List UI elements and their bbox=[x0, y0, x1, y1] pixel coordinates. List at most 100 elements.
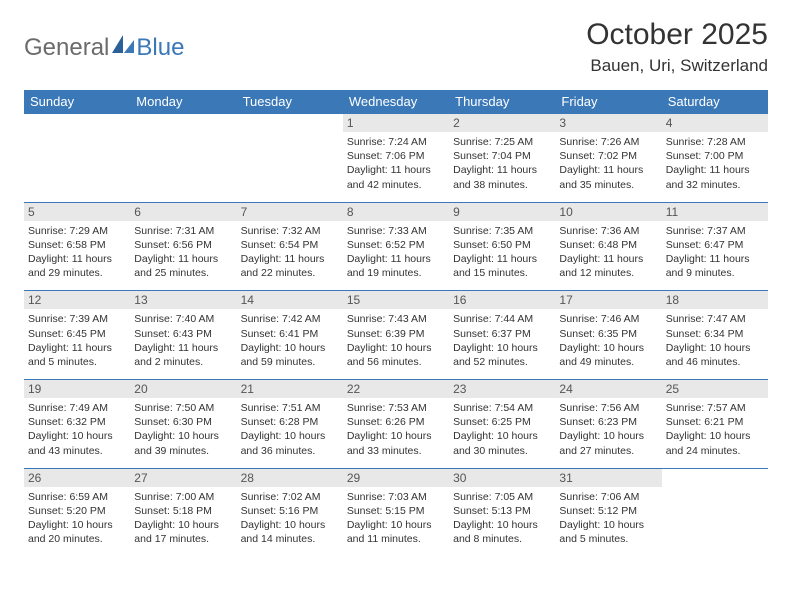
sunset-line: Sunset: 6:58 PM bbox=[28, 238, 126, 252]
day-cell bbox=[130, 114, 236, 203]
day-number: 11 bbox=[662, 203, 768, 221]
day-cell: 9Sunrise: 7:35 AMSunset: 6:50 PMDaylight… bbox=[449, 202, 555, 291]
day-info: Sunrise: 7:57 AMSunset: 6:21 PMDaylight:… bbox=[666, 401, 764, 458]
sunset-line: Sunset: 6:54 PM bbox=[241, 238, 339, 252]
daylight-line: Daylight: 10 hours and 39 minutes. bbox=[134, 429, 232, 457]
day-number: 24 bbox=[555, 380, 661, 398]
daylight-line: Daylight: 11 hours and 29 minutes. bbox=[28, 252, 126, 280]
day-info: Sunrise: 7:43 AMSunset: 6:39 PMDaylight:… bbox=[347, 312, 445, 369]
day-number: 29 bbox=[343, 469, 449, 487]
sunset-line: Sunset: 5:15 PM bbox=[347, 504, 445, 518]
sunset-line: Sunset: 6:39 PM bbox=[347, 327, 445, 341]
daylight-line: Daylight: 11 hours and 38 minutes. bbox=[453, 163, 551, 191]
sunset-line: Sunset: 6:34 PM bbox=[666, 327, 764, 341]
day-cell bbox=[662, 468, 768, 556]
sunrise-line: Sunrise: 7:35 AM bbox=[453, 224, 551, 238]
sunrise-line: Sunrise: 7:24 AM bbox=[347, 135, 445, 149]
day-number: 25 bbox=[662, 380, 768, 398]
day-info: Sunrise: 7:24 AMSunset: 7:06 PMDaylight:… bbox=[347, 135, 445, 192]
day-cell: 6Sunrise: 7:31 AMSunset: 6:56 PMDaylight… bbox=[130, 202, 236, 291]
title-block: October 2025 Bauen, Uri, Switzerland bbox=[586, 18, 768, 76]
day-cell: 3Sunrise: 7:26 AMSunset: 7:02 PMDaylight… bbox=[555, 114, 661, 203]
daylight-line: Daylight: 11 hours and 32 minutes. bbox=[666, 163, 764, 191]
week-row: 26Sunrise: 6:59 AMSunset: 5:20 PMDayligh… bbox=[24, 468, 768, 556]
day-info: Sunrise: 7:50 AMSunset: 6:30 PMDaylight:… bbox=[134, 401, 232, 458]
header: General Blue October 2025 Bauen, Uri, Sw… bbox=[24, 18, 768, 76]
daylight-line: Daylight: 10 hours and 5 minutes. bbox=[559, 518, 657, 546]
sunset-line: Sunset: 6:41 PM bbox=[241, 327, 339, 341]
day-number: 4 bbox=[662, 114, 768, 132]
day-cell: 25 Sunrise: 7:57 AMSunset: 6:21 PMDayligh… bbox=[662, 380, 768, 469]
sunset-line: Sunset: 7:00 PM bbox=[666, 149, 764, 163]
day-cell: 13 Sunrise: 7:40 AMSunset: 6:43 PMDayligh… bbox=[130, 291, 236, 380]
daylight-line: Daylight: 10 hours and 33 minutes. bbox=[347, 429, 445, 457]
day-number: 2 bbox=[449, 114, 555, 132]
day-info: Sunrise: 7:44 AMSunset: 6:37 PMDaylight:… bbox=[453, 312, 551, 369]
sunset-line: Sunset: 6:37 PM bbox=[453, 327, 551, 341]
sunrise-line: Sunrise: 7:40 AM bbox=[134, 312, 232, 326]
sunset-line: Sunset: 5:16 PM bbox=[241, 504, 339, 518]
sunrise-line: Sunrise: 7:33 AM bbox=[347, 224, 445, 238]
day-info: Sunrise: 7:29 AMSunset: 6:58 PMDaylight:… bbox=[28, 224, 126, 281]
day-info: Sunrise: 7:33 AMSunset: 6:52 PMDaylight:… bbox=[347, 224, 445, 281]
sunrise-line: Sunrise: 7:06 AM bbox=[559, 490, 657, 504]
sunrise-line: Sunrise: 7:43 AM bbox=[347, 312, 445, 326]
day-cell: 1 Sunrise: 7:24 AMSunset: 7:06 PMDaylight… bbox=[343, 114, 449, 203]
day-info: Sunrise: 7:40 AMSunset: 6:43 PMDaylight:… bbox=[134, 312, 232, 369]
day-info: Sunrise: 7:53 AMSunset: 6:26 PMDaylight:… bbox=[347, 401, 445, 458]
day-cell: 11Sunrise: 7:37 AMSunset: 6:47 PMDayligh… bbox=[662, 202, 768, 291]
daylight-line: Daylight: 10 hours and 36 minutes. bbox=[241, 429, 339, 457]
sunset-line: Sunset: 6:30 PM bbox=[134, 415, 232, 429]
day-number: 28 bbox=[237, 469, 343, 487]
day-info: Sunrise: 7:49 AMSunset: 6:32 PMDaylight:… bbox=[28, 401, 126, 458]
daylight-line: Daylight: 10 hours and 56 minutes. bbox=[347, 341, 445, 369]
day-cell: 8Sunrise: 7:33 AMSunset: 6:52 PMDaylight… bbox=[343, 202, 449, 291]
day-number: 7 bbox=[237, 203, 343, 221]
sunset-line: Sunset: 5:20 PM bbox=[28, 504, 126, 518]
day-cell: 24Sunrise: 7:56 AMSunset: 6:23 PMDayligh… bbox=[555, 380, 661, 469]
sunrise-line: Sunrise: 7:29 AM bbox=[28, 224, 126, 238]
day-info: Sunrise: 7:26 AMSunset: 7:02 PMDaylight:… bbox=[559, 135, 657, 192]
day-info: Sunrise: 7:32 AMSunset: 6:54 PMDaylight:… bbox=[241, 224, 339, 281]
daylight-line: Daylight: 10 hours and 17 minutes. bbox=[134, 518, 232, 546]
sunset-line: Sunset: 5:12 PM bbox=[559, 504, 657, 518]
day-cell: 19Sunrise: 7:49 AMSunset: 6:32 PMDayligh… bbox=[24, 380, 130, 469]
sunrise-line: Sunrise: 7:49 AM bbox=[28, 401, 126, 415]
day-info: Sunrise: 7:46 AMSunset: 6:35 PMDaylight:… bbox=[559, 312, 657, 369]
daylight-line: Daylight: 11 hours and 5 minutes. bbox=[28, 341, 126, 369]
sunset-line: Sunset: 7:06 PM bbox=[347, 149, 445, 163]
day-info: Sunrise: 7:36 AMSunset: 6:48 PMDaylight:… bbox=[559, 224, 657, 281]
sunrise-line: Sunrise: 7:57 AM bbox=[666, 401, 764, 415]
day-info: Sunrise: 7:06 AMSunset: 5:12 PMDaylight:… bbox=[559, 490, 657, 547]
daylight-line: Daylight: 10 hours and 11 minutes. bbox=[347, 518, 445, 546]
sunrise-line: Sunrise: 7:28 AM bbox=[666, 135, 764, 149]
day-info: Sunrise: 7:28 AMSunset: 7:00 PMDaylight:… bbox=[666, 135, 764, 192]
week-row: 5Sunrise: 7:29 AMSunset: 6:58 PMDaylight… bbox=[24, 202, 768, 291]
day-cell: 20Sunrise: 7:50 AMSunset: 6:30 PMDayligh… bbox=[130, 380, 236, 469]
sunset-line: Sunset: 6:56 PM bbox=[134, 238, 232, 252]
sunrise-line: Sunrise: 7:03 AM bbox=[347, 490, 445, 504]
day-number: 13 bbox=[130, 291, 236, 309]
dayname: Tuesday bbox=[237, 90, 343, 114]
day-number: 22 bbox=[343, 380, 449, 398]
sunrise-line: Sunrise: 7:31 AM bbox=[134, 224, 232, 238]
dayname-row: Sunday Monday Tuesday Wednesday Thursday… bbox=[24, 90, 768, 114]
sunrise-line: Sunrise: 7:25 AM bbox=[453, 135, 551, 149]
day-cell: 14Sunrise: 7:42 AMSunset: 6:41 PMDayligh… bbox=[237, 291, 343, 380]
week-row: 12Sunrise: 7:39 AMSunset: 6:45 PMDayligh… bbox=[24, 291, 768, 380]
day-cell: 15Sunrise: 7:43 AMSunset: 6:39 PMDayligh… bbox=[343, 291, 449, 380]
page-title: October 2025 bbox=[586, 18, 768, 52]
sunset-line: Sunset: 5:13 PM bbox=[453, 504, 551, 518]
sunset-line: Sunset: 7:02 PM bbox=[559, 149, 657, 163]
day-info: Sunrise: 7:03 AMSunset: 5:15 PMDaylight:… bbox=[347, 490, 445, 547]
sunrise-line: Sunrise: 7:42 AM bbox=[241, 312, 339, 326]
day-number: 17 bbox=[555, 291, 661, 309]
day-number: 1 bbox=[343, 114, 449, 132]
day-cell: 2Sunrise: 7:25 AMSunset: 7:04 PMDaylight… bbox=[449, 114, 555, 203]
daylight-line: Daylight: 10 hours and 20 minutes. bbox=[28, 518, 126, 546]
day-cell: 23Sunrise: 7:54 AMSunset: 6:25 PMDayligh… bbox=[449, 380, 555, 469]
sunrise-line: Sunrise: 7:26 AM bbox=[559, 135, 657, 149]
sunset-line: Sunset: 6:52 PM bbox=[347, 238, 445, 252]
calendar-table: Sunday Monday Tuesday Wednesday Thursday… bbox=[24, 90, 768, 556]
sunrise-line: Sunrise: 7:00 AM bbox=[134, 490, 232, 504]
